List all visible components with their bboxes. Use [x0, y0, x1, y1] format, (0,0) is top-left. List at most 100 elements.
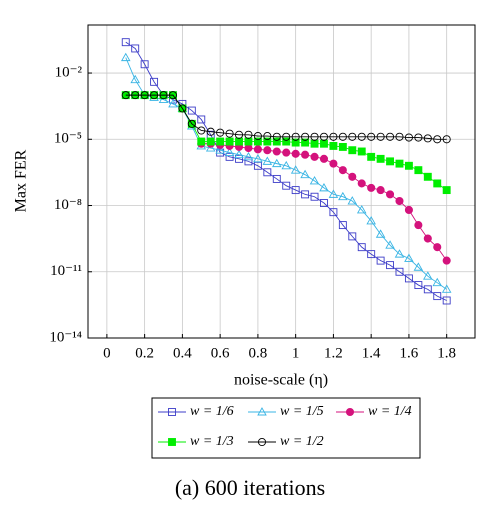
marker	[395, 159, 404, 168]
marker	[131, 91, 140, 100]
marker	[257, 407, 267, 416]
marker	[120, 52, 131, 62]
marker	[235, 154, 243, 163]
marker	[348, 172, 357, 181]
marker	[310, 192, 319, 201]
marker	[244, 144, 253, 153]
marker	[262, 156, 273, 165]
marker	[244, 157, 253, 166]
marker	[282, 132, 291, 141]
marker	[215, 145, 225, 154]
marker	[328, 189, 339, 198]
marker	[235, 137, 243, 146]
marker	[272, 147, 281, 156]
marker	[348, 132, 357, 141]
marker	[366, 216, 376, 225]
marker	[442, 256, 451, 265]
marker	[310, 139, 319, 148]
marker	[300, 169, 310, 179]
marker	[225, 137, 234, 146]
marker	[282, 181, 291, 190]
marker	[329, 132, 338, 141]
marker	[395, 196, 404, 206]
marker	[367, 152, 376, 161]
marker	[197, 115, 206, 124]
marker	[131, 44, 140, 53]
marker	[433, 179, 442, 188]
marker	[386, 157, 394, 166]
x-tick-label: 0.2	[135, 345, 154, 361]
legend-label: w = 1/4	[368, 404, 412, 419]
marker	[197, 137, 206, 146]
x-tick-label: 1.4	[362, 345, 381, 361]
marker	[320, 199, 328, 207]
marker	[375, 229, 386, 238]
marker	[441, 284, 452, 293]
marker	[404, 161, 413, 170]
marker	[338, 142, 347, 151]
marker	[376, 186, 385, 195]
marker	[206, 137, 215, 146]
y-tick-label: 10⁻¹⁴	[49, 329, 82, 345]
marker	[319, 182, 329, 192]
marker	[367, 132, 376, 141]
marker	[357, 179, 366, 188]
marker	[395, 132, 404, 141]
y-tick-label: 10⁻¹¹	[50, 263, 82, 279]
marker	[205, 143, 216, 152]
y-tick-label: 10⁻²	[55, 64, 83, 80]
marker	[140, 60, 149, 69]
x-tick-label: 0.6	[211, 345, 230, 361]
marker	[291, 186, 300, 195]
marker	[433, 292, 442, 301]
marker	[357, 132, 366, 141]
marker	[395, 267, 404, 276]
marker	[319, 132, 329, 141]
marker	[433, 135, 442, 144]
x-axis-label: noise-scale (η)	[234, 372, 328, 389]
y-tick-label: 10⁻⁵	[54, 131, 82, 147]
y-tick-label: 10⁻⁸	[54, 197, 82, 213]
marker	[338, 166, 347, 175]
marker	[414, 133, 423, 142]
marker	[121, 91, 130, 100]
marker	[243, 151, 254, 161]
marker	[432, 277, 443, 287]
marker	[385, 132, 395, 141]
marker	[225, 129, 234, 138]
marker	[168, 438, 176, 446]
marker	[272, 174, 281, 183]
marker	[272, 137, 281, 146]
marker	[394, 249, 405, 258]
marker	[423, 271, 433, 280]
marker	[423, 234, 432, 243]
x-tick-label: 0.4	[173, 345, 192, 361]
marker	[442, 186, 451, 195]
marker	[442, 296, 451, 305]
marker	[121, 38, 130, 47]
marker	[244, 137, 253, 146]
marker	[404, 205, 413, 215]
marker	[338, 191, 348, 201]
grid	[88, 25, 475, 339]
marker	[423, 172, 432, 181]
legend-label: w = 1/3	[190, 434, 234, 449]
marker	[216, 137, 225, 146]
x-tick-label: 0	[103, 345, 111, 361]
marker	[234, 149, 244, 159]
marker	[338, 221, 347, 230]
marker	[310, 132, 319, 141]
legend-label: w = 1/6	[190, 404, 234, 419]
marker	[386, 261, 394, 270]
x-tick-label: 1.8	[437, 345, 456, 361]
marker	[442, 135, 451, 144]
x-tick-label: 1	[292, 345, 300, 361]
marker	[290, 165, 301, 174]
marker	[168, 91, 178, 100]
marker	[282, 137, 291, 146]
marker	[357, 147, 366, 156]
marker	[301, 190, 310, 199]
marker	[385, 190, 395, 199]
y-axis-label: Max FER	[13, 149, 30, 212]
